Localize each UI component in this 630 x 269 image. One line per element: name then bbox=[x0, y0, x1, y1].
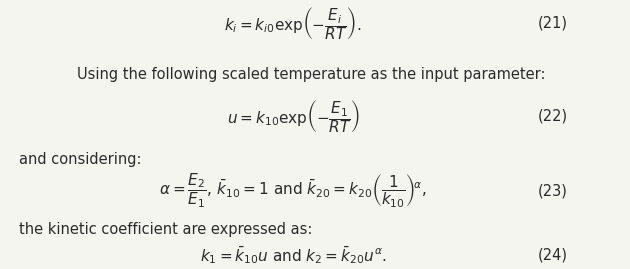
Text: (22): (22) bbox=[537, 109, 568, 124]
Text: the kinetic coefficient are expressed as:: the kinetic coefficient are expressed as… bbox=[19, 222, 312, 237]
Text: and considering:: and considering: bbox=[19, 153, 141, 167]
Text: Using the following scaled temperature as the input parameter:: Using the following scaled temperature a… bbox=[77, 68, 546, 82]
Text: $u = k_{10}\mathrm{exp}\left(-\dfrac{E_1}{RT}\right)$: $u = k_{10}\mathrm{exp}\left(-\dfrac{E_1… bbox=[227, 98, 360, 134]
Text: (23): (23) bbox=[537, 183, 568, 198]
Text: $k_1 = \bar{k}_{10}u \text{ and } k_2 = \bar{k}_{20}u^{\alpha}.$: $k_1 = \bar{k}_{10}u \text{ and } k_2 = … bbox=[200, 244, 387, 266]
Text: $\alpha = \dfrac{E_2}{E_1},\, \bar{k}_{10} = 1 \text{ and } \bar{k}_{20} = k_{20: $\alpha = \dfrac{E_2}{E_1},\, \bar{k}_{1… bbox=[159, 172, 427, 210]
Text: (24): (24) bbox=[537, 248, 568, 263]
Text: (21): (21) bbox=[537, 16, 568, 31]
Text: $k_i = k_{i0}\mathrm{exp}\left(-\dfrac{E_i}{RT}\right).$: $k_i = k_{i0}\mathrm{exp}\left(-\dfrac{E… bbox=[224, 5, 362, 42]
